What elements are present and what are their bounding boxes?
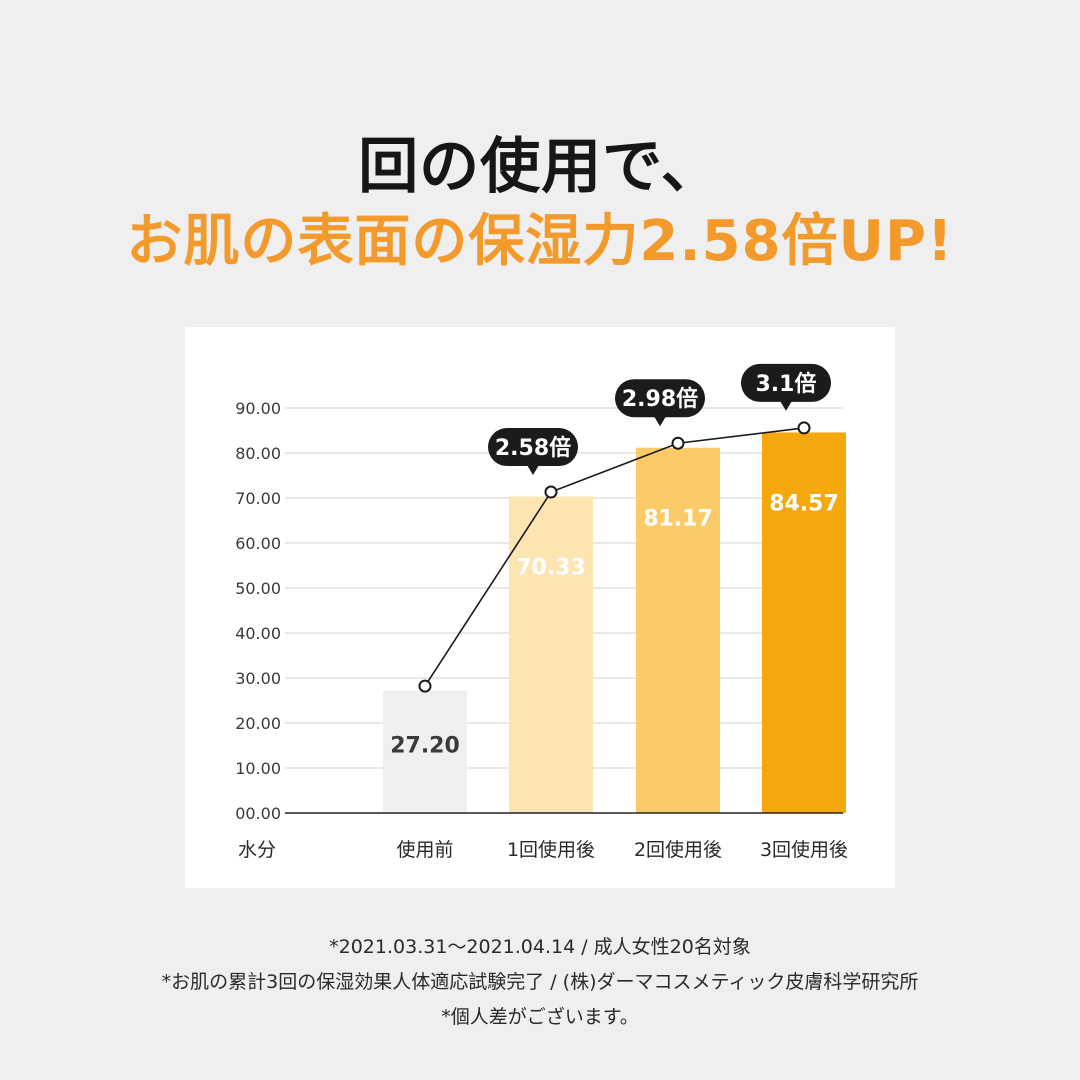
trend-line xyxy=(424,427,805,687)
chart-card: 00.00 10.00 20.00 30.00 40.00 50.00 60.00 70.00… xyxy=(185,327,895,888)
y-axis-title: 水分 xyxy=(238,839,276,861)
headline-line-2: お肌の表面の保湿力2.58倍UP! xyxy=(126,209,954,274)
y-tick-label: 50.00 xyxy=(235,579,281,598)
trend-point xyxy=(671,436,685,450)
y-tick-label: 70.00 xyxy=(235,489,281,508)
trend-point xyxy=(544,485,558,499)
multiplier-bubble xyxy=(741,363,831,402)
y-tick-label: 00.00 xyxy=(235,804,281,823)
bar xyxy=(762,432,846,813)
multiplier-bubble-tail xyxy=(780,400,792,411)
multiplier-bubble-tail xyxy=(654,416,666,427)
multiplier-bubble xyxy=(488,428,578,467)
headline-line-1: 回の使用で、 xyxy=(358,132,722,202)
x-category-label: 2回使用後 xyxy=(634,839,722,861)
value-label: 84.57 xyxy=(769,491,839,516)
multiplier-label: 2.98倍 xyxy=(622,386,698,412)
y-tick-label: 40.00 xyxy=(235,624,281,643)
y-tick-label: 20.00 xyxy=(235,714,281,733)
multiplier-bubble-tail xyxy=(527,465,539,476)
x-category-label: 3回使用後 xyxy=(760,839,848,861)
footnote-disclaimer: *個人差がございます。 xyxy=(441,1006,639,1028)
multiplier-label: 3.1倍 xyxy=(756,371,817,397)
multiplier-bubble xyxy=(615,379,705,418)
bar xyxy=(509,496,593,813)
bar xyxy=(383,690,467,813)
y-tick-label: 30.00 xyxy=(235,669,281,688)
trend-point xyxy=(418,679,432,693)
footnote-period: *2021.03.31〜2021.04.14 / 成人女性20名対象 xyxy=(329,936,751,958)
y-tick-label: 60.00 xyxy=(235,534,281,553)
multiplier-label: 2.58倍 xyxy=(495,435,571,461)
trend-point xyxy=(797,421,811,435)
footnotes: *2021.03.31〜2021.04.14 / 成人女性20名対象 *お肌の累… xyxy=(0,930,1080,1035)
x-category-label: 1回使用後 xyxy=(507,839,595,861)
y-tick-label: 80.00 xyxy=(235,444,281,463)
y-tick-label: 90.00 xyxy=(235,399,281,418)
value-label: 27.20 xyxy=(390,734,460,759)
value-label: 70.33 xyxy=(516,556,586,581)
footnote-test: *お肌の累計3回の保湿効果人体適応試験完了 / (株)ダーマコスメティック皮膚科… xyxy=(161,971,919,993)
y-tick-label: 10.00 xyxy=(235,759,281,778)
bar xyxy=(636,447,720,813)
x-category-label: 使用前 xyxy=(396,839,453,861)
moisture-bar-chart: 00.00 10.00 20.00 30.00 40.00 50.00 60.00 70.00… xyxy=(235,363,848,861)
value-label: 81.17 xyxy=(643,507,713,532)
